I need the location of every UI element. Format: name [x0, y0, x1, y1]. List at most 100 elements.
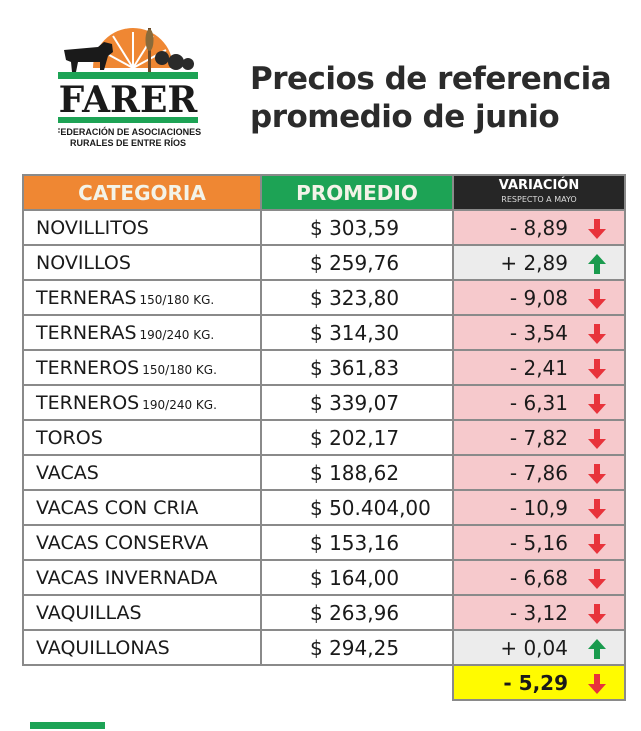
arrow-down-icon — [588, 324, 606, 344]
cell-variacion: - 6,68 — [452, 559, 626, 596]
arrow-down-icon — [588, 534, 606, 554]
table-row: TERNEROS 190/240 KG. $ 339,07 - 6,31 — [22, 384, 626, 421]
table-row: VACAS $ 188,62 - 7,86 — [22, 454, 626, 491]
table-row: TERNERAS 150/180 KG. $ 323,80- 9,08 — [22, 279, 626, 316]
table-row: VAQUILLONAS $ 294,25 + 0,04 — [22, 629, 626, 666]
arrow-down-icon — [588, 219, 606, 239]
logo-graphic: FARER FEDERACIÓN DE ASOCIACIONES RURALES… — [55, 28, 201, 148]
categoria-label: VACAS INVERNADA — [36, 566, 218, 589]
table-row: TERNERAS 190/240 KG. $ 314,30- 3,54 — [22, 314, 626, 351]
green-accent-bar — [30, 722, 105, 729]
cell-variacion: - 7,86 — [452, 454, 626, 491]
cell-promedio: $ 314,30 — [260, 314, 454, 351]
table-row: TOROS $ 202,17 - 7,82 — [22, 419, 626, 456]
total-variacion: - 5,29 — [452, 664, 626, 701]
header-categoria: CATEGORIA — [22, 174, 262, 211]
cell-promedio: $ 50.404,00 — [260, 489, 454, 526]
cell-promedio: $ 339,07 — [260, 384, 454, 421]
cell-categoria: NOVILLITOS — [22, 209, 262, 246]
arrow-down-icon — [588, 499, 606, 519]
variacion-value: - 3,12 — [509, 600, 568, 625]
categoria-label: NOVILLOS — [36, 251, 131, 274]
categoria-weight: 190/240 KG. — [142, 397, 217, 412]
table-row: NOVILLITOS $ 303,59 - 8,89 — [22, 209, 626, 246]
arrow-down-icon — [588, 464, 606, 484]
categoria-label: TERNERAS — [36, 321, 137, 344]
cell-promedio: $ 202,17 — [260, 419, 454, 456]
cell-promedio: $ 303,59 — [260, 209, 454, 246]
page-title: Precios de referencia promedio de junio — [250, 60, 612, 136]
cell-categoria: TERNERAS 190/240 KG. — [22, 314, 262, 351]
cell-promedio: $ 164,00 — [260, 559, 454, 596]
categoria-label: VACAS CONSERVA — [36, 531, 209, 554]
table-row: VACAS INVERNADA $ 164,00 - 6,68 — [22, 559, 626, 596]
cell-categoria: VAQUILLAS — [22, 594, 262, 631]
header-variacion-subtitle: RESPECTO A MAYO — [501, 194, 577, 204]
cell-variacion: - 7,82 — [452, 419, 626, 456]
categoria-label: NOVILLITOS — [36, 216, 149, 239]
categoria-label: VAQUILLONAS — [36, 636, 170, 659]
cell-promedio: $ 294,25 — [260, 629, 454, 666]
cell-categoria: TOROS — [22, 419, 262, 456]
table-row: TERNEROS 150/180 KG. $ 361,83- 2,41 — [22, 349, 626, 386]
variacion-value: + 2,89 — [500, 250, 568, 275]
header-promedio: PROMEDIO — [260, 174, 454, 211]
total-variacion-value: - 5,29 — [503, 670, 568, 695]
variacion-value: - 9,08 — [509, 285, 568, 310]
variacion-value: - 6,31 — [509, 390, 568, 415]
cell-categoria: TERNERAS 150/180 KG. — [22, 279, 262, 316]
cell-variacion: - 2,41 — [452, 349, 626, 386]
variacion-value: - 7,82 — [509, 425, 568, 450]
cell-promedio: $ 153,16 — [260, 524, 454, 561]
categoria-weight: 190/240 KG. — [139, 327, 215, 342]
svg-text:FEDERACIÓN DE ASOCIACIONES: FEDERACIÓN DE ASOCIACIONES — [58, 126, 201, 137]
cell-variacion: - 9,08 — [452, 279, 626, 316]
cell-categoria: VAQUILLONAS — [22, 629, 262, 666]
arrow-down-icon — [588, 429, 606, 449]
arrow-up-icon — [588, 254, 606, 274]
categoria-label: VACAS CON CRIA — [36, 496, 199, 519]
cell-variacion: + 2,89 — [452, 244, 626, 281]
arrow-down-icon — [588, 359, 606, 379]
categoria-weight: 150/180 KG. — [139, 292, 215, 307]
cell-promedio: $ 259,76 — [260, 244, 454, 281]
price-table: CATEGORIA PROMEDIO VARIACIÓN RESPECTO A … — [22, 174, 626, 701]
cell-variacion: - 3,12 — [452, 594, 626, 631]
categoria-label: TOROS — [36, 426, 103, 449]
cell-promedio: $ 361,83 — [260, 349, 454, 386]
cell-promedio: $ 188,62 — [260, 454, 454, 491]
table-row: VAQUILLAS $ 263,96 - 3,12 — [22, 594, 626, 631]
variacion-value: - 3,54 — [509, 320, 568, 345]
cell-categoria: TERNEROS 190/240 KG. — [22, 384, 262, 421]
cell-variacion: - 10,9 — [452, 489, 626, 526]
svg-text:RURALES DE ENTRE RÍOS: RURALES DE ENTRE RÍOS — [70, 138, 186, 148]
cell-variacion: + 0,04 — [452, 629, 626, 666]
variacion-value: - 6,68 — [509, 565, 568, 590]
header-variacion-title: VARIACIÓN — [498, 177, 580, 193]
categoria-weight: 150/180 KG. — [142, 362, 217, 377]
header-variacion: VARIACIÓN RESPECTO A MAYO — [452, 174, 626, 211]
table-row: NOVILLOS $ 259,76 + 2,89 — [22, 244, 626, 281]
title-line-2: promedio de junio — [250, 99, 560, 135]
variacion-value: - 8,89 — [509, 215, 568, 240]
cell-categoria: NOVILLOS — [22, 244, 262, 281]
categoria-label: TERNEROS — [36, 356, 140, 379]
farer-logo: FARER FEDERACIÓN DE ASOCIACIONES RURALES… — [55, 20, 203, 150]
cell-categoria: TERNEROS 150/180 KG. — [22, 349, 262, 386]
variacion-value: - 7,86 — [509, 460, 568, 485]
arrow-down-icon — [588, 569, 606, 589]
variacion-value: + 0,04 — [500, 635, 568, 660]
arrow-down-icon — [588, 604, 606, 624]
cell-promedio: $ 263,96 — [260, 594, 454, 631]
logo-wordmark: FARER — [59, 79, 199, 121]
cell-categoria: VACAS CONSERVA — [22, 524, 262, 561]
arrow-up-icon — [588, 639, 606, 659]
variacion-value: - 10,9 — [509, 495, 568, 520]
variacion-value: - 2,41 — [509, 355, 568, 380]
cell-variacion: - 5,16 — [452, 524, 626, 561]
variacion-value: - 5,16 — [509, 530, 568, 555]
cell-variacion: - 3,54 — [452, 314, 626, 351]
total-row: - 5,29 — [23, 664, 626, 701]
table-row: VACAS CON CRIA $ 50.404,00 - 10,9 — [22, 489, 626, 526]
cell-categoria: VACAS — [22, 454, 262, 491]
